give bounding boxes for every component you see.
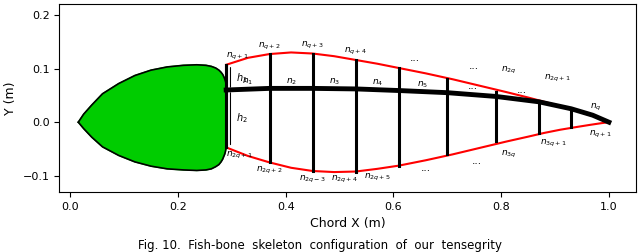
Text: $n_{2q}$: $n_{2q}$ [501, 65, 516, 76]
Text: $n_{2q+1}$: $n_{2q+1}$ [544, 73, 572, 84]
Text: $n_{q+3}$: $n_{q+3}$ [301, 40, 324, 51]
Text: ...: ... [469, 61, 479, 71]
Text: $h_1$: $h_1$ [236, 71, 248, 85]
Text: ...: ... [420, 164, 431, 173]
Text: $n_{2q+5}$: $n_{2q+5}$ [364, 172, 391, 183]
Text: Fig. 10.  Fish-bone  skeleton  configuration  of  our  tensegrity: Fig. 10. Fish-bone skeleton configuratio… [138, 239, 502, 252]
Text: $n_{q+2}$: $n_{q+2}$ [258, 41, 281, 52]
Text: $n_{3q}$: $n_{3q}$ [502, 149, 517, 160]
Text: $n_2$: $n_2$ [285, 76, 296, 87]
Text: ...: ... [468, 81, 478, 91]
Text: ...: ... [472, 156, 482, 166]
X-axis label: Chord X (m): Chord X (m) [310, 217, 385, 230]
Polygon shape [226, 52, 609, 172]
Text: $n_{q+1}$: $n_{q+1}$ [589, 129, 612, 140]
Text: $n_{q+1}$: $n_{q+1}$ [226, 51, 249, 62]
Text: $n_q$: $n_q$ [589, 101, 601, 113]
Text: $n_{2q+2}$: $n_{2q+2}$ [256, 165, 283, 176]
Polygon shape [78, 65, 226, 170]
Text: $n_{2q+1}$: $n_{2q+1}$ [226, 150, 253, 161]
Text: $h_2$: $h_2$ [236, 112, 248, 125]
Text: ...: ... [410, 53, 420, 63]
Text: $n_3$: $n_3$ [328, 77, 340, 87]
Text: $n_{2q+4}$: $n_{2q+4}$ [332, 174, 358, 185]
Text: $n_{q+4}$: $n_{q+4}$ [344, 46, 367, 57]
Text: $n_{3q+1}$: $n_{3q+1}$ [541, 138, 568, 149]
Text: ...: ... [516, 85, 527, 95]
Text: $n_{2q-3}$: $n_{2q-3}$ [299, 174, 326, 185]
Text: $n_4$: $n_4$ [372, 77, 383, 88]
Text: $n_1$: $n_1$ [243, 77, 253, 87]
Y-axis label: Y (m): Y (m) [4, 81, 17, 115]
Text: $n_5$: $n_5$ [417, 79, 429, 90]
